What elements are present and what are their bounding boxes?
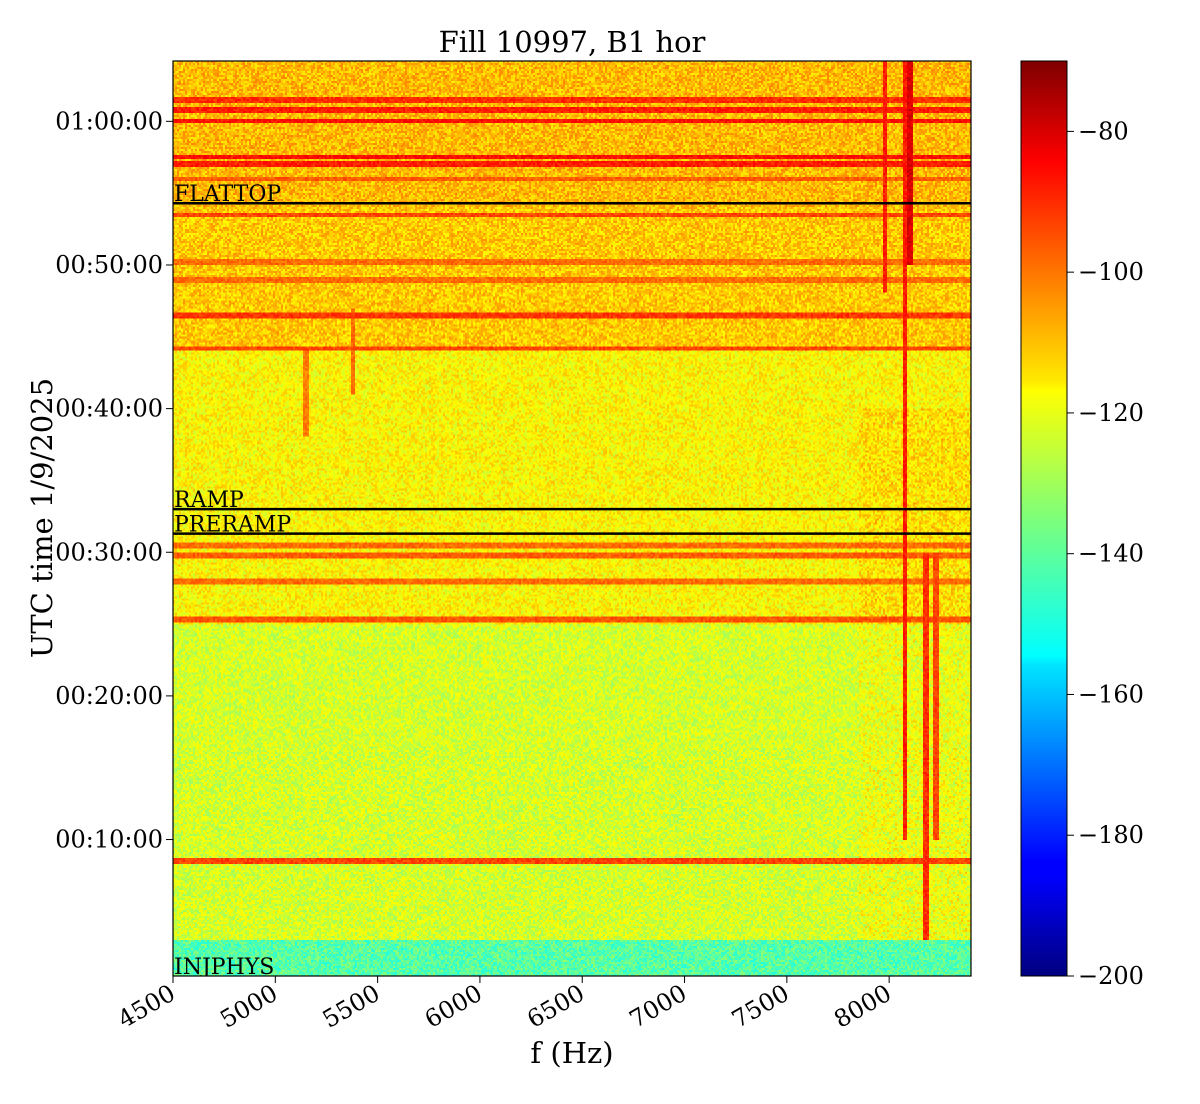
chart-title: Fill 10997, B1 hor [439, 25, 706, 59]
x-tick-label: 6500 [522, 979, 589, 1034]
x-tick-label: 7000 [625, 979, 692, 1034]
colorbar-tick-label: −200 [1078, 962, 1144, 990]
phase-label: RAMP [174, 488, 244, 513]
plot-frame [172, 60, 972, 977]
x-axis: 4500 5000 5500 6000 6500 7000 7500 8000 [113, 976, 896, 1034]
x-tick-label: 7500 [727, 979, 794, 1034]
phase-label: FLATTOP [174, 182, 281, 207]
colorbar-tick-label: −120 [1078, 399, 1144, 427]
x-tick-label: 6000 [420, 979, 487, 1034]
y-tick-label: 00:40:00 [55, 395, 163, 423]
y-tick-label: 00:30:00 [55, 538, 163, 566]
y-tick-label: 00:50:00 [55, 251, 163, 279]
y-tick-label: 00:20:00 [55, 682, 163, 710]
colorbar-tick-label: −140 [1078, 540, 1144, 568]
x-tick-label: 5000 [215, 979, 282, 1034]
colorbar-tick-label: −160 [1078, 680, 1144, 708]
y-tick-label: 01:00:00 [55, 107, 163, 135]
phase-label: PRERAMP [174, 513, 291, 538]
y-tick-label: 00:10:00 [55, 826, 163, 854]
x-tick-label: 5500 [318, 979, 385, 1034]
colorbar-tick-label: −100 [1078, 258, 1144, 286]
colorbar-gradient [1020, 60, 1068, 977]
heatmap-image [173, 61, 971, 976]
colorbar: −200 −180 −160 −140 −120 −100 −80 [1020, 60, 1144, 990]
colorbar-tick-label: −80 [1078, 117, 1129, 145]
y-axis-label: UTC time 1/9/2025 [25, 378, 59, 658]
colorbar-ticks: −200 −180 −160 −140 −120 −100 −80 [1067, 117, 1144, 990]
colorbar-tick-label: −180 [1078, 821, 1144, 849]
y-axis: 00:10:00 00:20:00 00:30:00 00:40:00 00:50:00… [55, 107, 173, 854]
phase-label: INJPHYS [174, 955, 274, 980]
x-tick-label: 8000 [829, 979, 896, 1034]
x-tick-label: 4500 [113, 979, 180, 1034]
x-axis-label: f (Hz) [530, 1036, 613, 1070]
